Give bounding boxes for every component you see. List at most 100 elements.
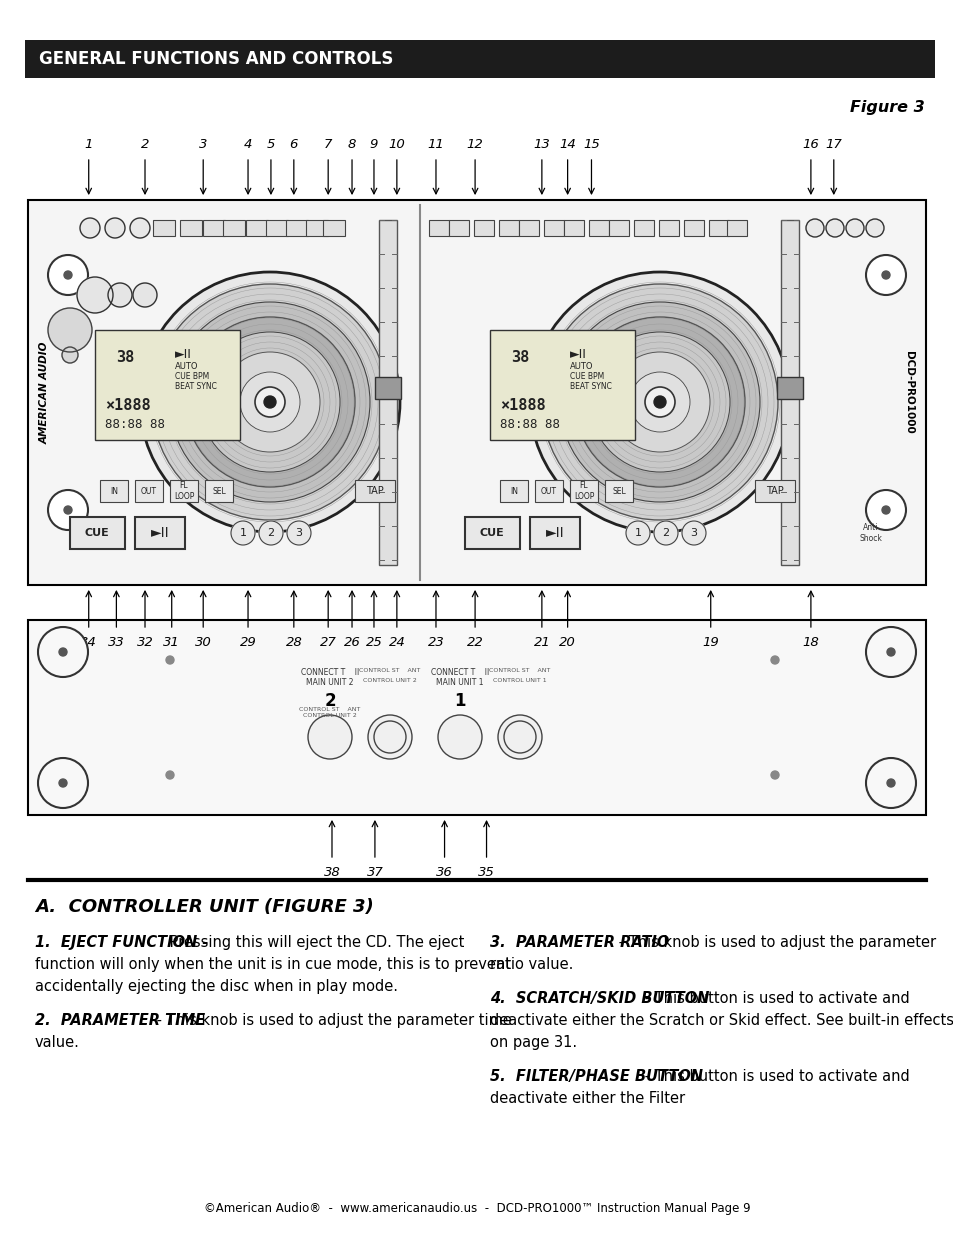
- Circle shape: [882, 270, 889, 279]
- Text: 35: 35: [477, 866, 495, 879]
- Text: ►II: ►II: [174, 348, 192, 361]
- Text: 10: 10: [388, 138, 405, 151]
- Text: value.: value.: [35, 1035, 80, 1050]
- Circle shape: [166, 771, 173, 779]
- Circle shape: [287, 521, 311, 545]
- Text: 6: 6: [290, 138, 297, 151]
- Text: ×1888: ×1888: [499, 398, 545, 412]
- Bar: [95, 330, 240, 440]
- Circle shape: [575, 317, 744, 487]
- Circle shape: [770, 656, 779, 664]
- Text: 38: 38: [115, 350, 134, 366]
- Circle shape: [254, 387, 285, 417]
- Circle shape: [132, 283, 157, 308]
- Text: SEL: SEL: [212, 487, 226, 495]
- Text: AMERICAN AUDIO: AMERICAN AUDIO: [40, 341, 50, 443]
- Circle shape: [258, 521, 283, 545]
- Text: 2: 2: [141, 138, 149, 151]
- Text: 23: 23: [427, 636, 444, 650]
- Circle shape: [170, 303, 370, 501]
- Bar: [490, 330, 635, 440]
- Text: MAIN UNIT 2: MAIN UNIT 2: [306, 678, 354, 687]
- Text: 27: 27: [319, 636, 336, 650]
- Circle shape: [108, 283, 132, 308]
- Bar: [25, 40, 934, 78]
- Circle shape: [805, 219, 823, 237]
- Text: CUE BPM: CUE BPM: [569, 372, 603, 382]
- Circle shape: [130, 219, 150, 238]
- Text: 4: 4: [244, 138, 252, 151]
- Bar: [323, 220, 345, 236]
- Text: ×1888: ×1888: [105, 398, 151, 412]
- Circle shape: [654, 521, 678, 545]
- Bar: [355, 480, 395, 501]
- Text: 1: 1: [85, 138, 92, 151]
- Text: deactivate either the Scratch or Skid effect. See built-in effects: deactivate either the Scratch or Skid ef…: [490, 1013, 953, 1028]
- Text: 17: 17: [824, 138, 841, 151]
- Circle shape: [105, 219, 125, 238]
- Text: CONTROL ST    ANT: CONTROL ST ANT: [489, 668, 550, 673]
- Circle shape: [865, 254, 905, 295]
- Bar: [499, 480, 527, 501]
- Text: FL
LOOP: FL LOOP: [173, 482, 194, 500]
- Circle shape: [882, 506, 889, 514]
- Text: 1: 1: [634, 529, 640, 538]
- Text: IN: IN: [510, 487, 517, 495]
- Bar: [286, 220, 308, 236]
- Text: FL
LOOP: FL LOOP: [573, 482, 594, 500]
- Bar: [569, 480, 598, 501]
- Circle shape: [185, 317, 355, 487]
- Bar: [266, 220, 288, 236]
- Text: CUE: CUE: [85, 529, 110, 538]
- Circle shape: [64, 270, 71, 279]
- Circle shape: [240, 372, 299, 432]
- Circle shape: [503, 721, 536, 753]
- Text: on page 31.: on page 31.: [490, 1035, 577, 1050]
- Bar: [306, 220, 328, 236]
- Bar: [683, 220, 703, 236]
- Text: 37: 37: [366, 866, 383, 879]
- Circle shape: [609, 352, 709, 452]
- Circle shape: [231, 521, 254, 545]
- Text: MAIN UNIT 1: MAIN UNIT 1: [436, 678, 483, 687]
- Circle shape: [140, 272, 399, 532]
- Text: BEAT SYNC: BEAT SYNC: [174, 382, 216, 391]
- Bar: [246, 220, 268, 236]
- Text: 2.  PARAMETER TIME: 2. PARAMETER TIME: [35, 1013, 205, 1028]
- Text: 32: 32: [136, 636, 153, 650]
- Circle shape: [865, 490, 905, 530]
- Text: ►II: ►II: [545, 526, 564, 540]
- Circle shape: [80, 219, 100, 238]
- Text: 2: 2: [267, 529, 274, 538]
- Text: - This button is used to activate and: - This button is used to activate and: [639, 1070, 908, 1084]
- Text: OUT: OUT: [141, 487, 157, 495]
- Text: 1: 1: [239, 529, 246, 538]
- Bar: [170, 480, 198, 501]
- Bar: [203, 220, 225, 236]
- Circle shape: [644, 387, 675, 417]
- Bar: [518, 220, 538, 236]
- Bar: [535, 480, 562, 501]
- Bar: [223, 220, 245, 236]
- Text: 15: 15: [582, 138, 599, 151]
- Text: 28: 28: [285, 636, 302, 650]
- Text: Figure 3: Figure 3: [849, 100, 924, 115]
- Text: 38: 38: [323, 866, 340, 879]
- Bar: [378, 220, 396, 564]
- Bar: [726, 220, 746, 236]
- Circle shape: [64, 506, 71, 514]
- Circle shape: [589, 332, 729, 472]
- Circle shape: [770, 771, 779, 779]
- Bar: [604, 480, 633, 501]
- Circle shape: [48, 308, 91, 352]
- Circle shape: [681, 521, 705, 545]
- Circle shape: [845, 219, 863, 237]
- Text: 8: 8: [348, 138, 355, 151]
- Bar: [28, 200, 925, 585]
- Circle shape: [264, 396, 275, 408]
- Bar: [498, 220, 518, 236]
- Circle shape: [62, 347, 78, 363]
- Text: - This knob is used to adjust the parameter time: - This knob is used to adjust the parame…: [152, 1013, 512, 1028]
- Text: 2: 2: [324, 692, 335, 710]
- Circle shape: [308, 715, 352, 760]
